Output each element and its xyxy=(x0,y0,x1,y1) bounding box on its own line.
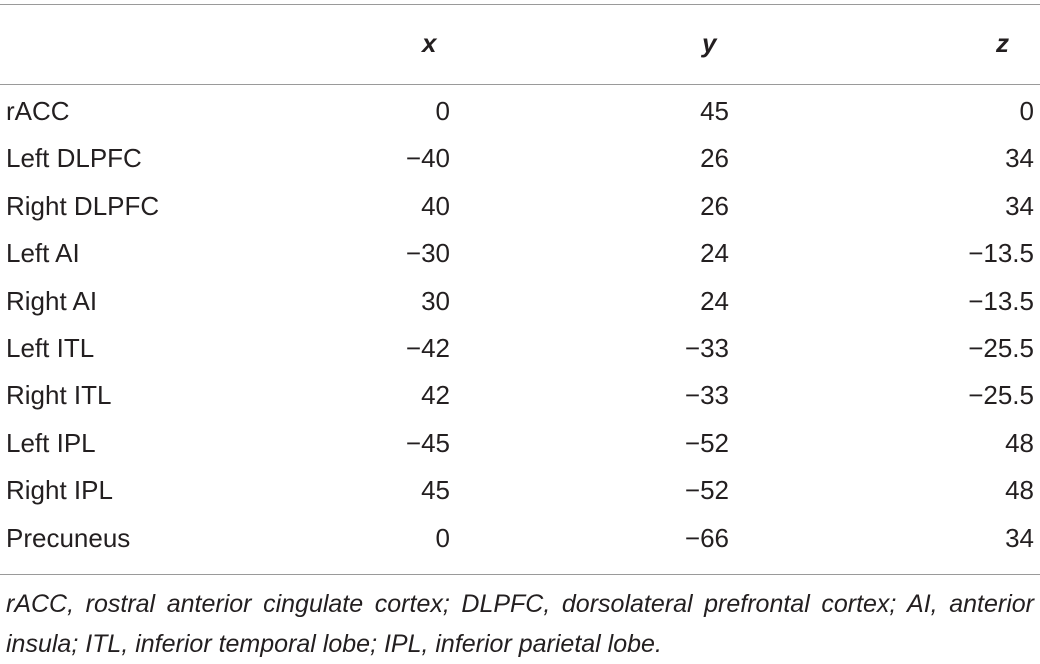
z-value: −13.5 xyxy=(968,286,1034,316)
region-label: Right DLPFC xyxy=(6,191,160,221)
table-row: Right DLPFC 40 26 34 xyxy=(0,183,1040,230)
z-value: 0 xyxy=(1019,96,1034,126)
x-value: −45 xyxy=(405,428,450,458)
y-value: −33 xyxy=(684,333,729,363)
table-row: Left DLPFC −40 26 34 xyxy=(0,135,1040,182)
z-value: 34 xyxy=(1005,191,1034,221)
region-label: Left IPL xyxy=(6,428,96,458)
z-value: −25.5 xyxy=(968,380,1034,410)
region-label: Right ITL xyxy=(6,380,112,410)
region-label: Left AI xyxy=(6,238,80,268)
region-label: Right AI xyxy=(6,286,98,316)
y-value: 45 xyxy=(700,96,729,126)
header-x: x xyxy=(422,28,437,58)
x-value: −40 xyxy=(405,143,450,173)
y-value: 26 xyxy=(700,191,729,221)
region-label: Left DLPFC xyxy=(6,143,142,173)
x-value: −42 xyxy=(405,333,450,363)
z-value: −25.5 xyxy=(968,333,1034,363)
table-header-rule xyxy=(0,84,1040,85)
header-z: z xyxy=(996,28,1009,58)
y-value: 26 xyxy=(700,143,729,173)
table-row: rACC 0 45 0 xyxy=(0,88,1040,135)
z-value: 48 xyxy=(1005,475,1034,505)
y-value: 24 xyxy=(700,238,729,268)
table-row: Right ITL 42 −33 −25.5 xyxy=(0,372,1040,419)
table-top-rule xyxy=(0,4,1040,5)
table-row: Left AI −30 24 −13.5 xyxy=(0,230,1040,277)
region-label: Left ITL xyxy=(6,333,95,363)
table-row: Left ITL −42 −33 −25.5 xyxy=(0,325,1040,372)
region-label: rACC xyxy=(6,96,70,126)
table-footnote: rACC, rostral anterior cingulate cortex;… xyxy=(6,590,1034,658)
y-value: 24 xyxy=(700,286,729,316)
table-row: Right IPL 45 −52 48 xyxy=(0,467,1040,514)
z-value: −13.5 xyxy=(968,238,1034,268)
table-row: Right AI 30 24 −13.5 xyxy=(0,278,1040,325)
region-label: Right IPL xyxy=(6,475,113,505)
z-value: 34 xyxy=(1005,143,1034,173)
y-value: −33 xyxy=(684,380,729,410)
table-row: Left IPL −45 −52 48 xyxy=(0,420,1040,467)
z-value: 48 xyxy=(1005,428,1034,458)
y-value: −66 xyxy=(684,523,729,553)
table-bottom-rule xyxy=(0,574,1040,575)
x-value: 0 xyxy=(435,96,450,126)
y-value: −52 xyxy=(684,475,729,505)
x-value: 30 xyxy=(421,286,450,316)
x-value: 0 xyxy=(435,523,450,553)
y-value: −52 xyxy=(684,428,729,458)
header-y: y xyxy=(702,28,717,58)
x-value: 42 xyxy=(421,380,450,410)
table-row: Precuneus 0 −66 34 xyxy=(0,515,1040,562)
x-value: 40 xyxy=(421,191,450,221)
region-label: Precuneus xyxy=(6,523,131,553)
x-value: −30 xyxy=(405,238,450,268)
z-value: 34 xyxy=(1005,523,1034,553)
x-value: 45 xyxy=(421,475,450,505)
